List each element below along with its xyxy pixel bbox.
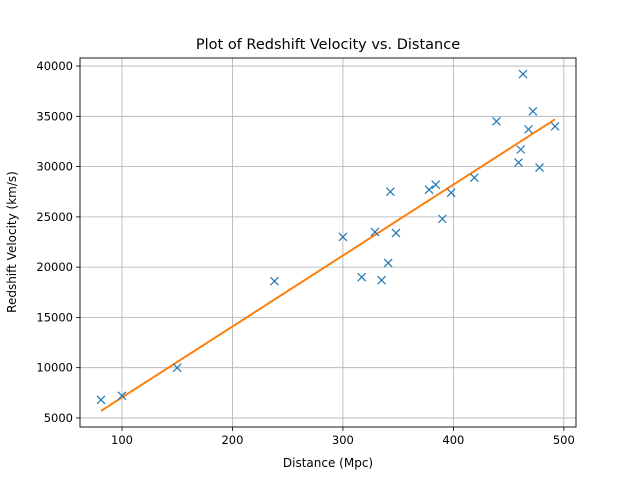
y-tick-label-7: 40000 (36, 59, 73, 73)
y-tick-label-0: 5000 (44, 411, 73, 425)
fit-line-group (100, 118, 556, 412)
data-point-13 (437, 214, 447, 224)
scatter-points (96, 69, 560, 405)
y-tick-label-2: 15000 (36, 310, 73, 324)
y-tick-label-5: 30000 (36, 160, 73, 174)
data-point-6 (370, 227, 380, 237)
chart-title: Plot of Redshift Velocity vs. Distance (196, 37, 460, 53)
data-point-1 (117, 391, 127, 401)
data-point-22 (535, 163, 544, 173)
data-point-8 (383, 258, 393, 268)
x-tick-label-4: 500 (553, 433, 575, 447)
data-point-15 (469, 173, 479, 183)
data-point-9 (385, 187, 395, 197)
data-point-20 (524, 124, 533, 134)
data-point-21 (528, 106, 538, 116)
x-tick-label-3: 400 (442, 433, 464, 447)
y-tick-label-4: 25000 (36, 210, 73, 224)
data-point-10 (391, 228, 401, 238)
data-point-5 (357, 272, 367, 282)
data-point-17 (514, 158, 523, 167)
y-tick-label-3: 20000 (36, 260, 73, 274)
grid-lines (80, 58, 576, 427)
data-point-3 (269, 276, 279, 286)
data-point-0 (96, 395, 106, 405)
x-tick-label-0: 100 (111, 433, 133, 447)
data-point-7 (377, 275, 387, 285)
data-point-18 (516, 145, 526, 154)
y-tick-label-1: 10000 (36, 361, 73, 375)
fit-line (100, 118, 556, 412)
data-point-4 (338, 232, 348, 242)
data-point-14 (446, 188, 456, 198)
data-point-19 (518, 69, 528, 79)
y-tick-label-6: 35000 (36, 109, 73, 123)
y-axis-ticks: 5000 10000 15000 20000 25000 30000 35000 40000 (36, 59, 80, 425)
data-point-12 (431, 180, 441, 190)
x-tick-label-1: 200 (221, 433, 243, 447)
data-point-16 (492, 116, 501, 126)
x-axis-label: Distance (Mpc) (283, 456, 373, 470)
data-point-23 (550, 121, 560, 131)
x-axis-ticks: 100 200 300 400 500 (111, 427, 575, 447)
x-tick-label-2: 300 (332, 433, 354, 447)
plot-area-frame (79, 57, 577, 428)
data-point-11 (424, 185, 434, 195)
y-axis-label: Redshift Velocity (km/s) (5, 171, 19, 313)
data-point-2 (172, 363, 182, 373)
